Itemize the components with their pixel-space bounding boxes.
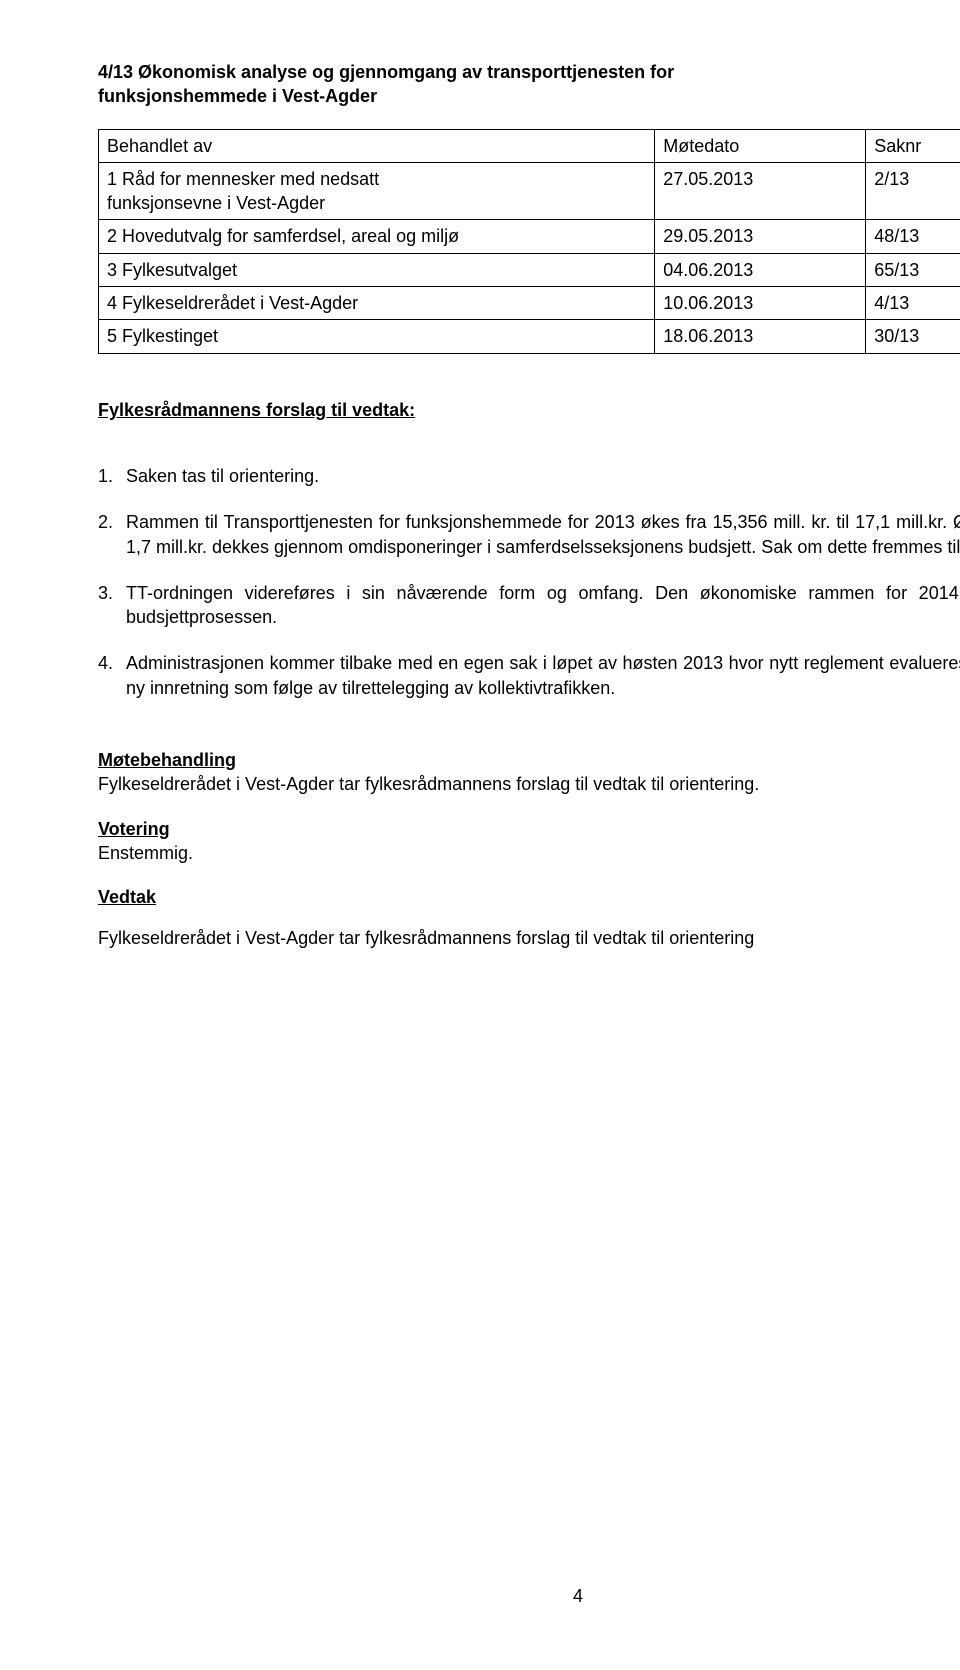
list-item: 4.Administrasjonen kommer tilbake med en… bbox=[126, 651, 960, 700]
proposal-list: 1.Saken tas til orientering. 2.Rammen ti… bbox=[98, 464, 960, 700]
meeting-table: Behandlet av Møtedato Saknr 1 Råd for me… bbox=[98, 129, 960, 354]
cell-body: 2 Hovedutvalg for samferdsel, areal og m… bbox=[99, 220, 655, 253]
title-line-1: 4/13 Økonomisk analyse og gjennomgang av… bbox=[98, 62, 674, 82]
page-title: 4/13 Økonomisk analyse og gjennomgang av… bbox=[98, 60, 960, 109]
table-row: 3 Fylkesutvalget 04.06.2013 65/13 bbox=[99, 253, 960, 286]
cell-case: 2/13 bbox=[866, 162, 960, 220]
header-date: Møtedato bbox=[655, 129, 866, 162]
list-item: 1.Saken tas til orientering. bbox=[126, 464, 960, 488]
cell-body: 3 Fylkesutvalget bbox=[99, 253, 655, 286]
item-number: 2. bbox=[98, 510, 113, 534]
cell-date: 04.06.2013 bbox=[655, 253, 866, 286]
page-number: 4 bbox=[98, 1584, 960, 1608]
list-item: 2.Rammen til Transporttjenesten for funk… bbox=[126, 510, 960, 559]
item-text: Saken tas til orientering. bbox=[126, 466, 319, 486]
cell-case: 30/13 bbox=[866, 320, 960, 353]
votering-text: Enstemmig. bbox=[98, 841, 960, 865]
spacer bbox=[98, 910, 960, 926]
cell-case: 65/13 bbox=[866, 253, 960, 286]
table-row: 1 Råd for mennesker med nedsatt funksjon… bbox=[99, 162, 960, 220]
vedtak-text: Fylkeseldrerådet i Vest-Agder tar fylkes… bbox=[98, 926, 960, 950]
item-number: 1. bbox=[98, 464, 113, 488]
list-item: 3.TT-ordningen videreføres i sin nåværen… bbox=[126, 581, 960, 630]
table-row: 2 Hovedutvalg for samferdsel, areal og m… bbox=[99, 220, 960, 253]
cell-date: 10.06.2013 bbox=[655, 287, 866, 320]
cell-body: 5 Fylkestinget bbox=[99, 320, 655, 353]
title-line-2: funksjonshemmede i Vest-Agder bbox=[98, 86, 377, 106]
cell-date: 27.05.2013 bbox=[655, 162, 866, 220]
cell-case: 4/13 bbox=[866, 287, 960, 320]
motebehandling-text: Fylkeseldrerådet i Vest-Agder tar fylkes… bbox=[98, 772, 960, 796]
item-text: Rammen til Transporttjenesten for funksj… bbox=[126, 512, 960, 556]
item-number: 4. bbox=[98, 651, 113, 675]
item-number: 3. bbox=[98, 581, 113, 605]
table-row: 4 Fylkeseldrerådet i Vest-Agder 10.06.20… bbox=[99, 287, 960, 320]
cell-body: 4 Fylkeseldrerådet i Vest-Agder bbox=[99, 287, 655, 320]
table-header-row: Behandlet av Møtedato Saknr bbox=[99, 129, 960, 162]
header-body: Behandlet av bbox=[99, 129, 655, 162]
cell-case: 48/13 bbox=[866, 220, 960, 253]
cell-body: 1 Råd for mennesker med nedsatt funksjon… bbox=[99, 162, 655, 220]
item-text: Administrasjonen kommer tilbake med en e… bbox=[126, 653, 960, 697]
table-row: 5 Fylkestinget 18.06.2013 30/13 bbox=[99, 320, 960, 353]
cell-date: 18.06.2013 bbox=[655, 320, 866, 353]
votering-label: Votering bbox=[98, 817, 960, 841]
motebehandling-label: Møtebehandling bbox=[98, 748, 960, 772]
vedtak-label: Vedtak bbox=[98, 885, 960, 909]
proposal-heading: Fylkesrådmannens forslag til vedtak: bbox=[98, 398, 960, 422]
page: 4/13 Økonomisk analyse og gjennomgang av… bbox=[98, 60, 960, 1630]
header-case: Saknr bbox=[866, 129, 960, 162]
cell-date: 29.05.2013 bbox=[655, 220, 866, 253]
item-text: TT-ordningen videreføres i sin nåværende… bbox=[126, 583, 960, 627]
